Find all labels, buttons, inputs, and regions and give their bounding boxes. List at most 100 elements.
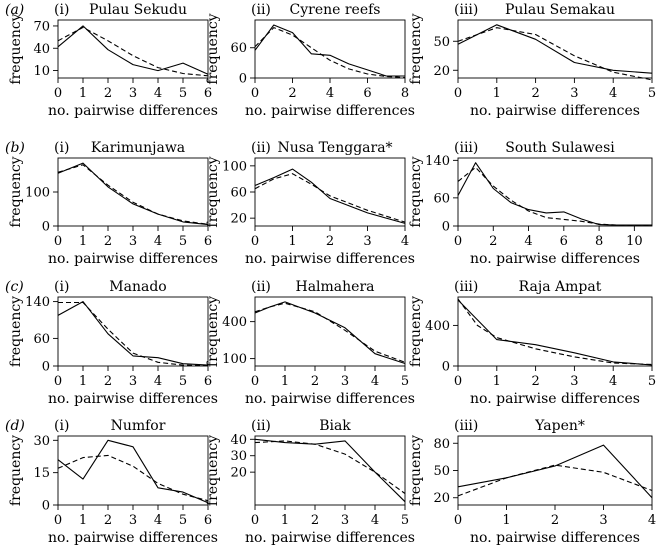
y-tick-label: 400	[222, 315, 247, 330]
panel-title: Karimunjawa	[91, 140, 185, 156]
panel-title: Biak	[319, 418, 351, 434]
x-tick-label: 3	[570, 86, 578, 101]
x-tick-label: 1	[79, 513, 87, 528]
x-axis-label: no. pairwise differences	[245, 251, 415, 267]
plot-frame	[254, 296, 406, 367]
y-tick-label: 80	[433, 437, 450, 452]
x-tick-label: 4	[524, 234, 532, 249]
x-tick-label: 2	[326, 234, 334, 249]
plot-frame	[457, 435, 653, 506]
y-tick-label: 15	[33, 466, 50, 481]
x-axis-label: no. pairwise differences	[48, 251, 218, 267]
panel-label: (i)	[54, 418, 69, 434]
panel-title: Nusa Tenggara*	[277, 140, 392, 156]
x-tick-label: 4	[401, 234, 409, 249]
x-tick-label: 0	[54, 374, 62, 389]
x-tick-label: 4	[371, 374, 379, 389]
expected-line	[57, 164, 209, 225]
x-tick-label: 6	[560, 234, 568, 249]
y-tick-label: 140	[25, 295, 50, 310]
x-tick-label: 6	[204, 234, 212, 249]
y-axis-label: frequency	[408, 156, 424, 227]
panel-4: Karimunjawa (i) (b) 0 1 2 3 4 5 6 no. pairwise dif…	[5, 140, 218, 267]
x-tick-label: 4	[609, 86, 617, 101]
y-tick-label: 60	[433, 191, 450, 206]
y-tick-label: 40	[33, 42, 50, 57]
y-axis-label: frequency	[408, 13, 424, 84]
panel-10: Numfor (i) (d) 0 1 2 3 4 5 6 no. pairwise differen…	[5, 418, 218, 546]
x-tick-label: 0	[251, 513, 259, 528]
x-tick-label: 5	[648, 86, 656, 101]
x-tick-label: 3	[363, 234, 371, 249]
plot-frame	[457, 296, 653, 367]
row-letter: (b)	[5, 140, 25, 156]
y-tick-label: 0	[442, 220, 450, 235]
y-axis-label: frequency	[8, 156, 24, 227]
x-tick-label: 6	[363, 86, 371, 101]
observed-line	[57, 25, 209, 75]
x-tick-label: 0	[251, 374, 259, 389]
observed-line	[457, 299, 653, 366]
observed-line	[254, 168, 406, 224]
y-tick-label: 0	[239, 72, 247, 87]
x-tick-label: 2	[531, 374, 539, 389]
panel-label: (iii)	[454, 140, 478, 156]
observed-line	[254, 24, 405, 77]
y-tick-label: 20	[433, 491, 450, 506]
x-tick-label: 2	[104, 86, 112, 101]
x-tick-label: 2	[104, 374, 112, 389]
panel-title: Cyrene reefs	[290, 2, 381, 18]
x-tick-label: 4	[648, 513, 656, 528]
panel-label: (ii)	[251, 279, 271, 295]
x-tick-label: 2	[489, 234, 497, 249]
plot-frame	[457, 19, 653, 79]
y-axis-label: frequency	[205, 435, 221, 506]
x-tick-label: 5	[179, 86, 187, 101]
x-tick-label: 3	[129, 86, 137, 101]
panel-label: (i)	[54, 140, 69, 156]
observed-line	[457, 24, 653, 74]
row-letter: (a)	[5, 2, 24, 18]
y-axis-label: frequency	[408, 296, 424, 367]
x-tick-label: 1	[493, 86, 501, 101]
y-tick-label: 0	[42, 360, 50, 375]
expected-line	[58, 301, 209, 367]
panel-label: (i)	[54, 2, 69, 18]
y-tick-label: 0	[442, 360, 450, 375]
observed-line	[457, 444, 653, 499]
y-tick-label: 60	[33, 332, 50, 347]
panel-12: Yapen* (iii) 0 1 2 3 4 no. pairwise differences…	[408, 418, 656, 546]
x-tick-label: 2	[104, 234, 112, 249]
panel-title: Manado	[109, 279, 166, 295]
x-axis-label: no. pairwise differences	[470, 391, 640, 407]
x-axis-label: no. pairwise differences	[245, 530, 415, 546]
x-tick-label: 10	[626, 234, 643, 249]
x-tick-label: 1	[281, 513, 289, 528]
expected-line	[254, 27, 406, 79]
y-axis-label: frequency	[8, 296, 24, 367]
x-tick-label: 2	[311, 374, 319, 389]
x-tick-label: 5	[401, 374, 409, 389]
x-tick-label: 3	[129, 513, 137, 528]
plot-frame	[57, 157, 209, 227]
x-tick-label: 1	[79, 234, 87, 249]
x-tick-label: 0	[454, 234, 462, 249]
panel-title: South Sulawesi	[505, 140, 615, 156]
x-tick-label: 3	[570, 374, 578, 389]
plot-frame	[254, 435, 406, 506]
x-tick-label: 0	[251, 86, 259, 101]
y-tick-label: 30	[230, 449, 247, 464]
x-axis-label: no. pairwise differences	[470, 530, 640, 546]
y-axis-label: frequency	[205, 296, 221, 367]
x-tick-label: 6	[204, 374, 212, 389]
panel-title: Yapen*	[534, 418, 585, 434]
x-tick-label: 5	[648, 374, 656, 389]
x-tick-label: 4	[154, 234, 162, 249]
y-axis-label: frequency	[8, 435, 24, 506]
y-axis-label: frequency	[8, 13, 24, 84]
x-tick-label: 0	[54, 513, 62, 528]
x-tick-label: 0	[54, 234, 62, 249]
x-tick-label: 3	[341, 374, 349, 389]
panel-7: Manado (i) (c) 0 1 2 3 4 5 6 no. pairwise differen…	[5, 279, 218, 407]
